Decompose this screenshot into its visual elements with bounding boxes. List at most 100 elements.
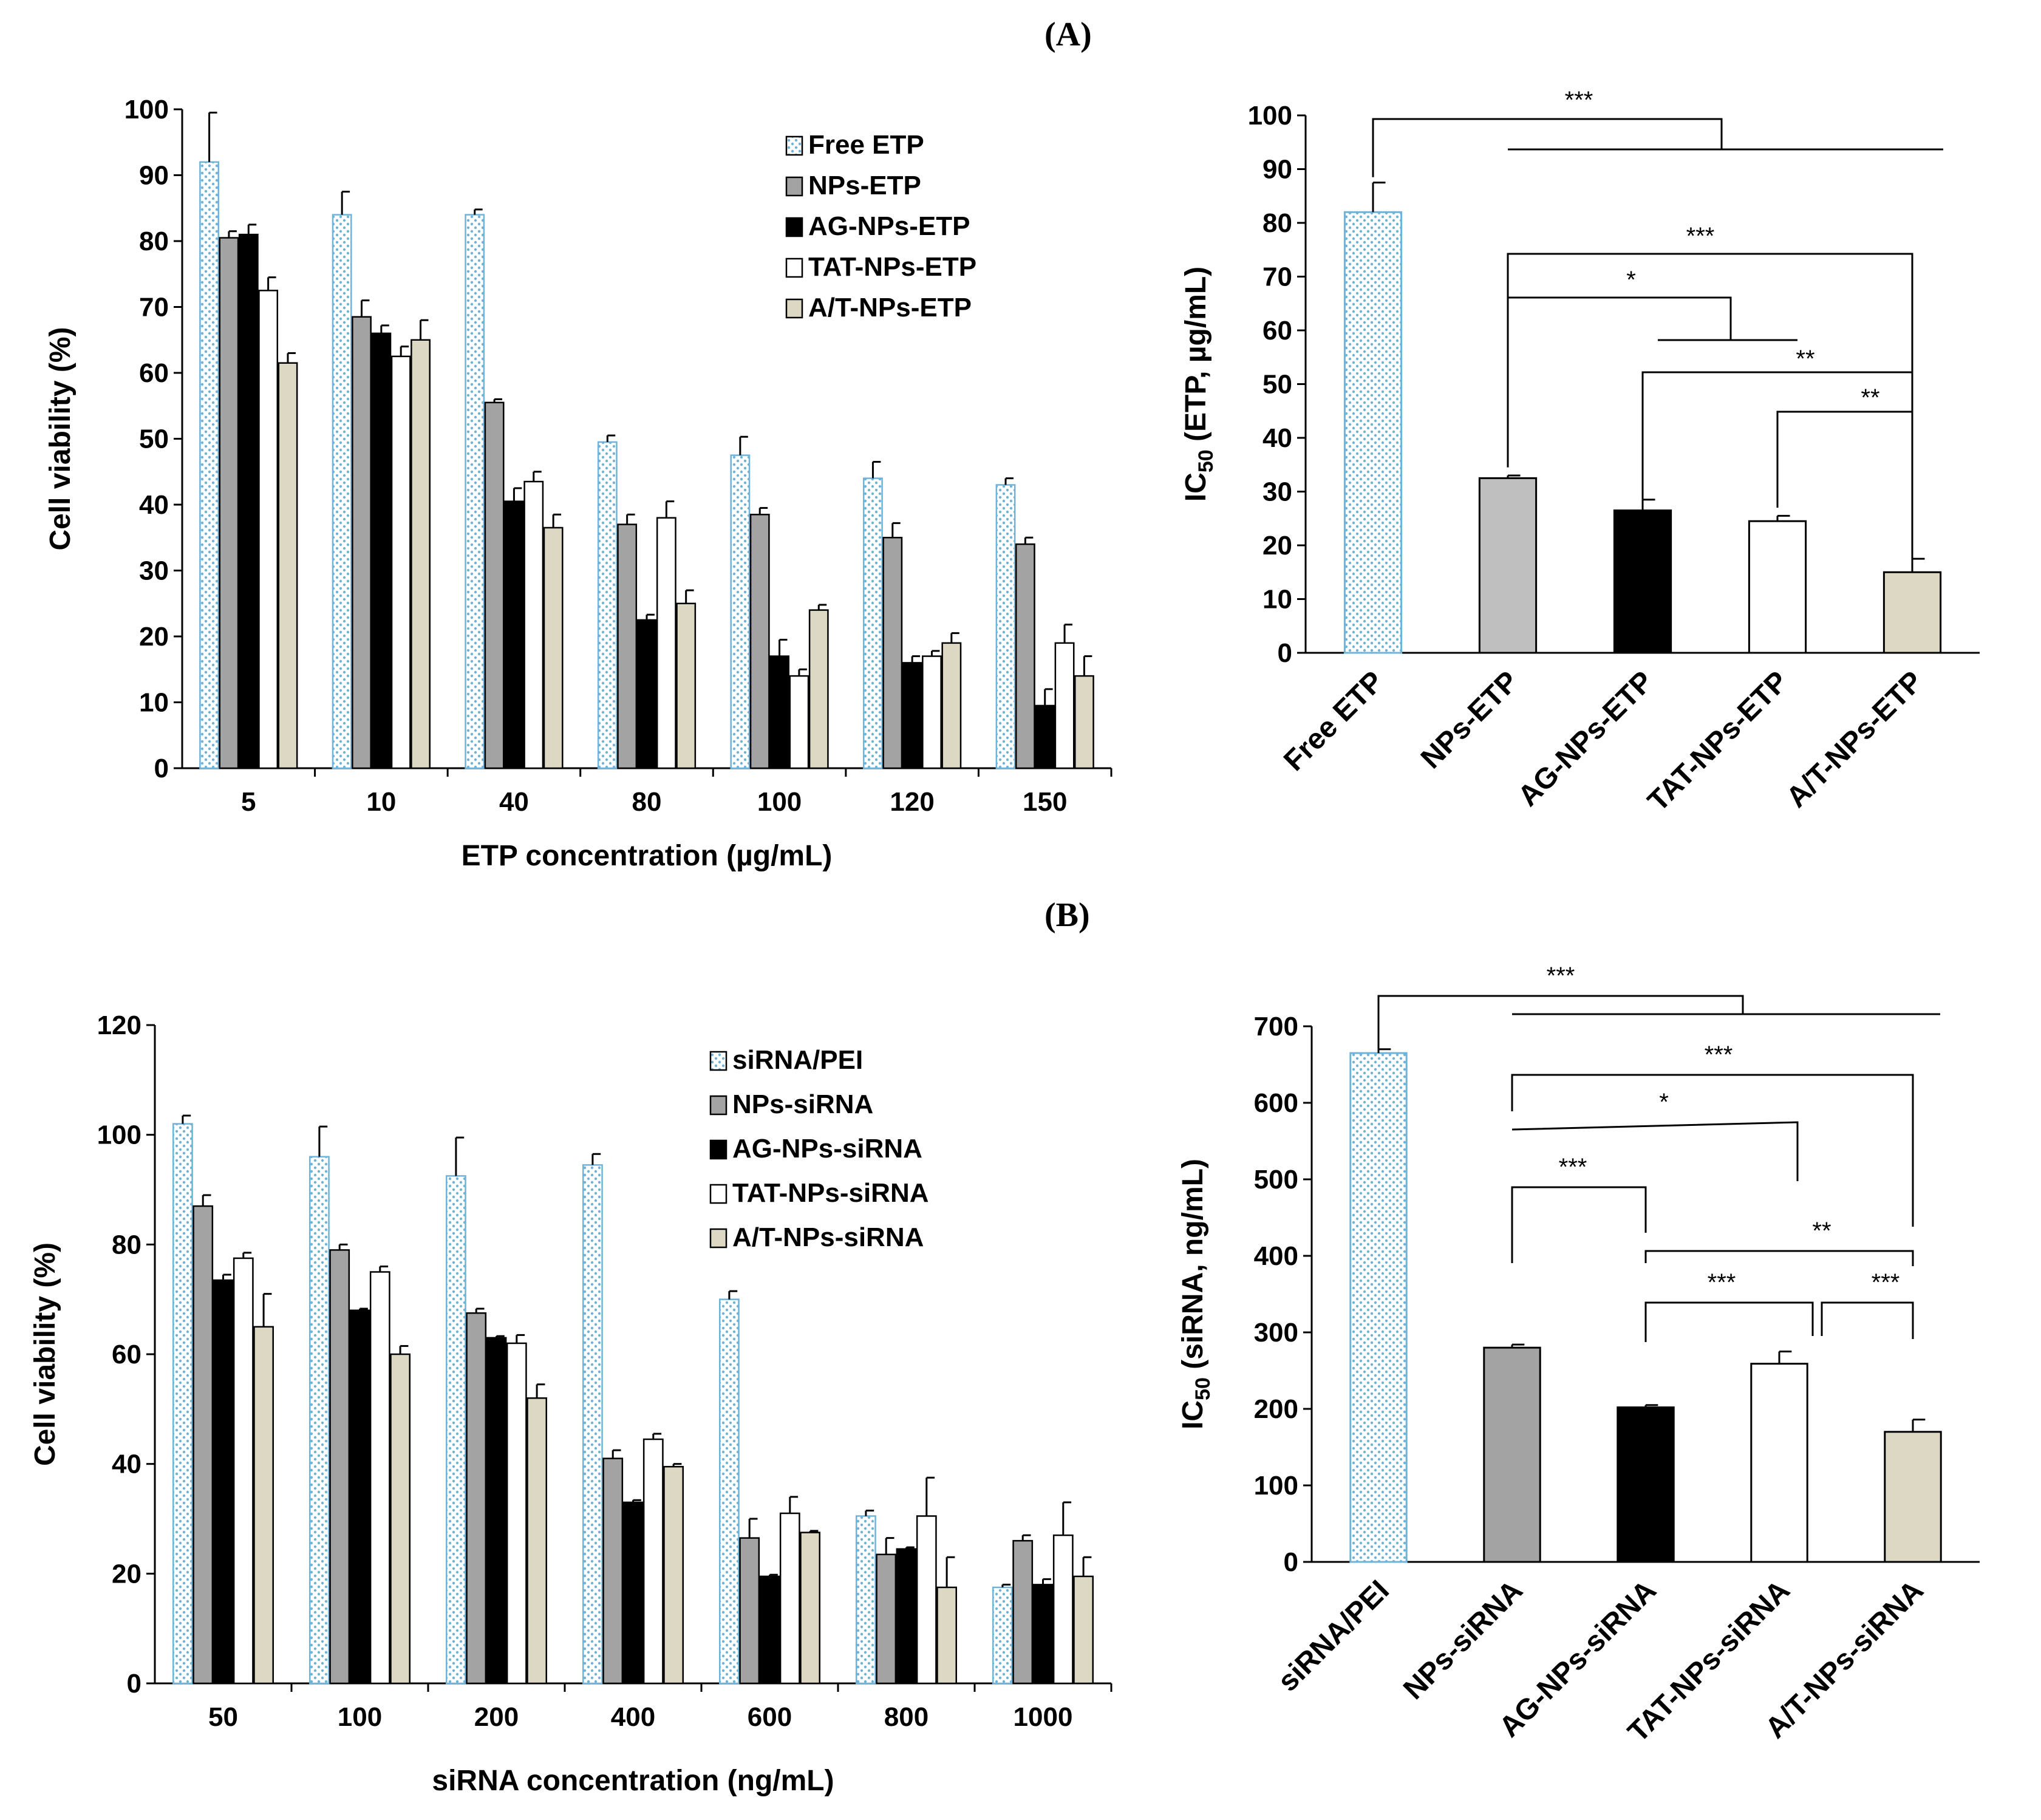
significance-label: *	[1659, 1089, 1669, 1116]
chart-a-ic50: 0 10 20 30 40 50 60 70 80 90 100 Free ETP NPs-ETPAG-…	[1180, 87, 1980, 817]
bar-sirna-pei	[172, 1123, 193, 1685]
y-tick-label: 60	[1262, 316, 1292, 346]
y-axis-title: Cell viability (%)	[44, 327, 77, 550]
bar-free-etp	[1343, 211, 1403, 654]
y-tick-label: 100	[1254, 1471, 1298, 1501]
x-axis-title: ETP concentration (µg/mL)	[462, 840, 833, 872]
y-tick-label: 100	[124, 95, 169, 124]
y-axis-title-ic: IC	[1177, 1400, 1209, 1430]
bar-ag-nps-etp	[636, 619, 657, 769]
legend-swatch-free-etp	[785, 135, 803, 156]
x-tick-label: 120	[890, 787, 934, 817]
significance-bracket	[1377, 995, 1744, 1049]
x-tick-label: 200	[474, 1702, 519, 1732]
legend-swatch-sirna-pei	[709, 1051, 727, 1071]
bar-free-etp	[995, 484, 1016, 769]
bar-nps-sirna	[1012, 1539, 1034, 1685]
x-category-label: AG-NPs-ETP	[1512, 665, 1660, 813]
bar-nps-etp	[352, 316, 372, 769]
bar-sirna-pei	[582, 1164, 603, 1685]
bar-a-t-nps-etp	[1074, 675, 1094, 769]
y-axis-title-rest: (ETP, µg/mL)	[1180, 267, 1212, 449]
legend-label-nps-sirna: NPs-siRNA	[732, 1089, 873, 1119]
bar-ag-nps-sirna	[486, 1337, 507, 1685]
x-tick-label: 100	[338, 1702, 382, 1732]
x-tick-label: 800	[884, 1702, 929, 1732]
y-tick-label: 20	[1262, 531, 1292, 561]
legend-label-ag-nps-etp: AG-NPs-ETP	[808, 211, 970, 241]
y-axis-title: IC50 (siRNA, ng/mL)	[1177, 1159, 1215, 1430]
bar-ag-nps-etp	[902, 662, 922, 769]
significance-bracket	[1372, 118, 1723, 177]
bar-a-t-nps-sirna	[390, 1353, 411, 1685]
significance-bracket	[1776, 411, 1912, 508]
bar-tat-nps-etp	[258, 290, 279, 769]
legend-label-free-etp: Free ETP	[808, 130, 924, 160]
bar-sirna-pei	[446, 1175, 466, 1685]
bar-sirna-pei	[309, 1156, 330, 1685]
bar-tat-nps-sirna	[506, 1342, 527, 1685]
legend-swatch-ag-nps-etp	[785, 217, 803, 237]
bar-a-t-nps-sirna	[800, 1532, 820, 1685]
bar-free-etp	[199, 161, 220, 769]
x-tick-label: 150	[1023, 787, 1067, 817]
y-tick-label: 0	[127, 1669, 141, 1699]
significance-label: ***	[1547, 963, 1575, 989]
bar-a-t-nps-sirna	[253, 1326, 274, 1685]
chart-b-ic50: 0 100 200 300 400 500 600 700 siRNA/PEI NPs-siRNA…	[1177, 963, 1980, 1748]
bar-ag-nps-etp	[238, 233, 259, 769]
y-tick-label: 100	[97, 1120, 141, 1150]
bar-ag-nps-etp	[504, 500, 524, 769]
significance-bracket	[1511, 1121, 1799, 1181]
bar-tat-nps-etp	[922, 655, 942, 769]
legend-label-nps-etp: NPs-ETP	[808, 171, 921, 200]
y-tick-label: 0	[154, 754, 169, 783]
significance-bracket	[1508, 296, 1732, 340]
bar-ag-nps-sirna	[349, 1309, 370, 1685]
y-tick-label: 400	[1254, 1241, 1298, 1271]
x-tick-label: 600	[748, 1702, 792, 1732]
y-axis-title-sub: 50	[1191, 1377, 1215, 1400]
bar-a-t-nps-etp	[278, 362, 298, 769]
x-tick-label: 400	[611, 1702, 655, 1732]
y-tick-label: 0	[1278, 638, 1292, 668]
bar-nps-sirna	[1483, 1346, 1541, 1563]
bar-tat-nps-etp	[390, 355, 411, 769]
y-axis-title-ic: IC	[1180, 472, 1212, 502]
bar-tat-nps-sirna	[642, 1438, 664, 1685]
x-category-label: A/T-NPs-ETP	[1780, 665, 1929, 814]
bar-free-etp	[730, 454, 751, 769]
y-tick-label: 90	[139, 161, 169, 191]
bar-nps-etp	[1015, 543, 1035, 769]
y-tick-label: 80	[112, 1230, 141, 1259]
y-tick-label: 60	[112, 1340, 141, 1369]
bar-a-t-nps-etp	[676, 602, 697, 769]
bar-ag-nps-sirna	[213, 1279, 234, 1685]
legend-label-ag-nps-sirna: AG-NPs-siRNA	[732, 1134, 922, 1164]
legend-swatch-a-t-nps-etp	[785, 298, 803, 319]
significance-bracket	[1511, 1074, 1914, 1227]
y-tick-label: 200	[1254, 1394, 1298, 1424]
bar-nps-sirna	[876, 1553, 897, 1685]
bar-ag-nps-sirna	[1617, 1406, 1675, 1563]
x-category-label: Free ETP	[1278, 665, 1390, 777]
bar-ag-nps-etp	[769, 655, 789, 769]
bar-sirna-pei	[992, 1586, 1013, 1685]
significance-bracket	[1644, 1250, 1914, 1266]
y-tick-label: 50	[1262, 370, 1292, 400]
y-tick-label: 120	[97, 1011, 141, 1040]
y-tick-label: 0	[1284, 1547, 1298, 1577]
y-tick-label: 30	[139, 556, 169, 586]
legend-swatch-a-t-nps-sirna	[709, 1228, 727, 1249]
x-tick-label: 5	[241, 787, 256, 817]
bar-tat-nps-etp	[1054, 642, 1075, 769]
y-tick-label: 10	[1262, 585, 1292, 615]
bar-a-t-nps-sirna	[1884, 1431, 1942, 1563]
y-tick-label: 40	[139, 490, 169, 520]
y-tick-label: 70	[139, 293, 169, 322]
bar-free-etp	[332, 214, 352, 769]
x-tick-label: 80	[632, 787, 662, 817]
x-tick-label: 1000	[1014, 1702, 1073, 1732]
panel-label-a: (A)	[1044, 16, 1092, 53]
bar-nps-sirna	[329, 1249, 350, 1685]
